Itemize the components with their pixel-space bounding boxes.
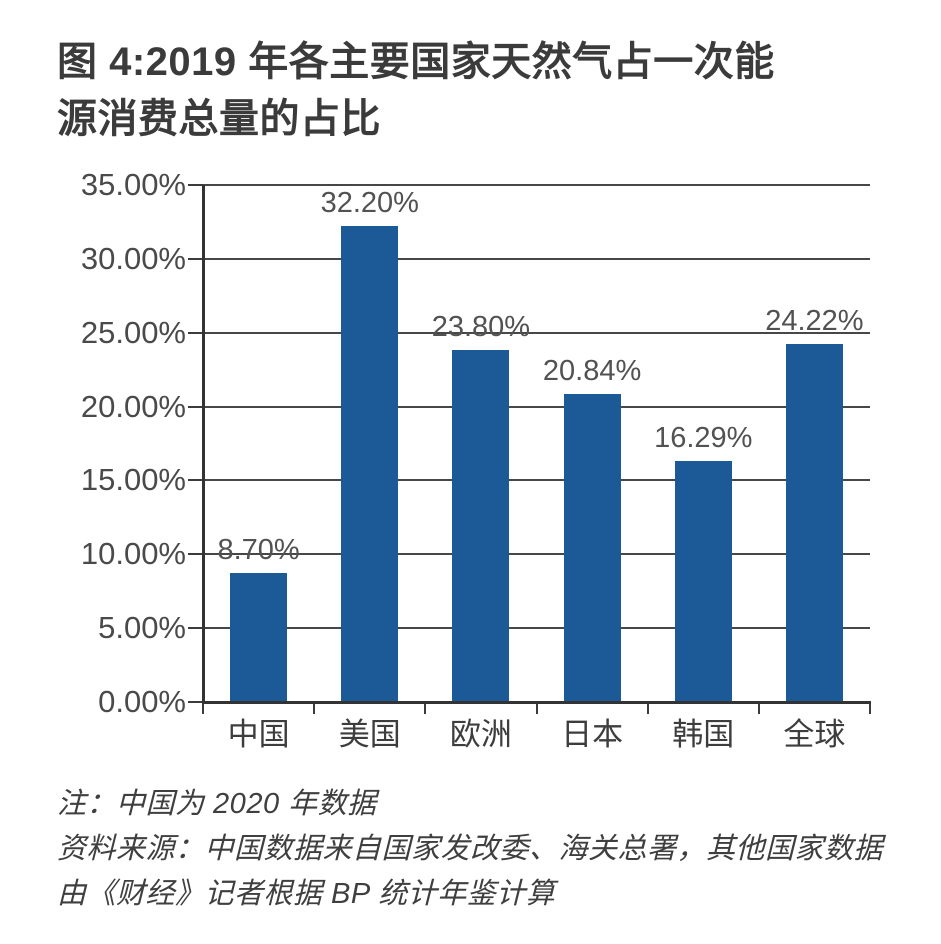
y-axis-tick — [188, 184, 203, 186]
chart-title: 图 4:2019 年各主要国家天然气占一次能 源消费总量的占比 — [57, 34, 775, 148]
source-notes: 注：中国为 2020 年数据 资料来源：中国数据来自国家发改委、海关总署，其他国… — [57, 782, 883, 917]
y-axis-label: 5.00% — [98, 610, 186, 646]
x-axis-tick — [646, 702, 649, 714]
x-axis-tick — [313, 702, 316, 714]
y-axis-label: 25.00% — [80, 314, 186, 350]
x-axis-tick — [535, 702, 538, 714]
y-axis-tick — [188, 331, 203, 334]
y-axis-tick — [188, 627, 203, 630]
x-axis-tick — [869, 702, 871, 714]
gridline — [203, 479, 870, 482]
y-axis-label: 15.00% — [80, 462, 186, 498]
gridline — [203, 331, 870, 334]
source-line-1: 资料来源：中国数据来自国家发改委、海关总署，其他国家数据 — [57, 833, 884, 865]
y-axis-tick — [188, 479, 203, 482]
gridline — [203, 257, 870, 260]
chart-title-line1: 图 4:2019 年各主要国家天然气占一次能 — [57, 40, 775, 84]
y-axis-label: 20.00% — [80, 388, 186, 424]
x-axis-tick — [757, 702, 760, 714]
x-axis-label: 日本 — [561, 717, 624, 752]
bar-1 — [341, 226, 399, 702]
y-axis-line — [202, 185, 205, 702]
x-axis-label: 中国 — [227, 717, 290, 752]
y-axis-tick — [188, 701, 203, 703]
gridline — [203, 627, 870, 630]
x-axis-label: 韩国 — [672, 717, 735, 752]
bar-value-label: 8.70% — [217, 534, 300, 567]
bar-value-label: 23.80% — [431, 311, 531, 344]
x-axis-line — [202, 701, 871, 704]
y-axis-label: 0.00% — [98, 684, 186, 719]
bar-0 — [230, 573, 288, 702]
y-axis-label: 30.00% — [80, 240, 186, 276]
y-axis-label: 10.00% — [80, 536, 186, 572]
y-axis-tick — [188, 257, 203, 260]
y-axis-tick — [188, 553, 203, 556]
x-axis-tick — [424, 702, 427, 714]
y-axis-tick — [188, 405, 203, 408]
note-line: 注：中国为 2020 年数据 — [57, 788, 377, 820]
bar-value-label: 24.22% — [765, 305, 864, 338]
x-axis-label: 欧洲 — [449, 717, 512, 752]
x-axis-tick — [202, 702, 204, 714]
y-axis-label: 35.00% — [80, 167, 186, 202]
x-axis-label: 美国 — [338, 717, 401, 752]
chart-title-line2: 源消费总量的占比 — [57, 97, 381, 141]
gridline — [203, 405, 870, 408]
source-line-2: 由《财经》记者根据 BP 统计年鉴计算 — [57, 878, 556, 910]
x-axis-label: 全球 — [783, 717, 846, 752]
bar-value-label: 16.29% — [654, 422, 753, 455]
bar-4 — [674, 461, 732, 702]
bar-value-label: 20.84% — [542, 355, 642, 388]
bar-2 — [452, 350, 510, 702]
bar-5 — [785, 344, 843, 702]
gridline — [203, 184, 870, 186]
bar-3 — [563, 394, 621, 702]
gridline — [203, 553, 870, 556]
bar-value-label: 32.20% — [320, 187, 419, 220]
